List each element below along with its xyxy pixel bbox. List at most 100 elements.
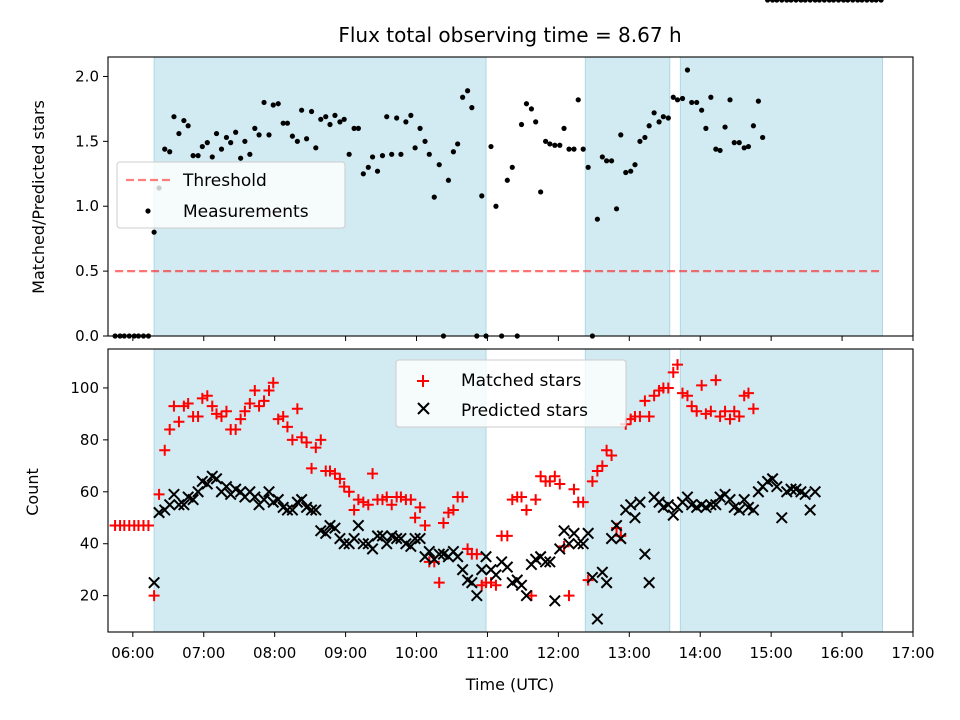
- measurement-point: [431, 194, 437, 200]
- measurement-point: [185, 123, 191, 129]
- top-shaded-span: [584, 56, 671, 337]
- measurement-point: [195, 153, 201, 159]
- matched-point: [281, 421, 293, 433]
- measurement-point: [594, 216, 600, 222]
- predicted-point: [187, 493, 200, 506]
- matched-point: [733, 411, 745, 423]
- legend-predicted-marker: [417, 402, 430, 415]
- bottom-y-ticks: 20 40 60 80 100: [70, 379, 108, 605]
- measurement-point: [213, 130, 220, 137]
- predicted-point: [610, 519, 623, 532]
- measurement-point: [294, 138, 300, 144]
- predicted-point: [348, 532, 361, 545]
- matched-point: [634, 411, 646, 423]
- matched-point: [164, 423, 176, 435]
- top-y-ticks: 0.0 0.5 1.0 1.5 2.0: [75, 67, 108, 345]
- measurement-point: [774, 0, 780, 3]
- measurement-point: [840, 0, 847, 3]
- measurement-point: [398, 151, 404, 157]
- matched-point: [244, 398, 256, 410]
- predicted-point: [163, 498, 176, 511]
- matched-point: [747, 403, 759, 415]
- matched-point: [367, 468, 379, 480]
- measurement-point: [750, 123, 757, 129]
- measurement-point: [670, 94, 676, 100]
- measurement-point: [835, 0, 842, 3]
- measurement-point: [337, 119, 343, 125]
- matched-point: [272, 413, 284, 425]
- bottom-y-tick-label: 20: [80, 587, 99, 605]
- measurement-point: [760, 134, 766, 141]
- predicted-point: [423, 545, 436, 558]
- matched-point: [291, 403, 303, 415]
- predicted-point: [543, 555, 556, 568]
- matched-point: [182, 398, 194, 410]
- matched-point: [742, 387, 754, 399]
- legend-matched-marker: [417, 375, 429, 387]
- measurement-point: [699, 107, 705, 113]
- predicted-point: [490, 568, 502, 581]
- predicted-point: [766, 472, 779, 485]
- matched-point: [211, 408, 223, 420]
- measurement-point: [162, 146, 168, 152]
- legend-measurements-marker: [145, 208, 151, 214]
- measurement-point: [228, 140, 234, 146]
- measurement-point: [845, 0, 851, 3]
- top-x-ticks: [132, 336, 914, 341]
- measurement-point: [679, 95, 686, 102]
- measurement-point: [703, 125, 709, 131]
- predicted-point: [634, 496, 646, 509]
- matched-point: [153, 488, 165, 500]
- measurement-point: [547, 141, 553, 147]
- measurement-point: [369, 154, 376, 160]
- measurement-point: [665, 115, 671, 121]
- matched-point: [648, 390, 660, 402]
- measurement-point: [332, 112, 338, 118]
- measurement-point: [479, 193, 485, 199]
- predicted-point: [804, 504, 817, 516]
- matched-point: [515, 491, 527, 503]
- legend-threshold-label: Threshold: [182, 171, 267, 191]
- predicted-point: [281, 504, 294, 516]
- predicted-point: [643, 576, 656, 589]
- matched-point: [159, 444, 171, 456]
- predicted-point: [338, 537, 351, 550]
- x-tick-label: 17:00: [891, 644, 934, 662]
- measurement-point: [859, 0, 865, 3]
- predicted-point: [451, 550, 464, 563]
- predicted-point: [596, 566, 609, 579]
- measurement-point: [171, 114, 177, 120]
- predicted-point: [605, 532, 618, 545]
- measurement-point: [830, 0, 837, 3]
- predicted-point: [586, 571, 599, 584]
- matched-point: [724, 413, 736, 425]
- measurement-point: [256, 132, 262, 138]
- measurement-point: [523, 101, 530, 107]
- predicted-point: [553, 543, 566, 555]
- predicted-point: [662, 498, 675, 511]
- matched-point: [220, 405, 232, 417]
- measurement-point: [460, 94, 466, 100]
- measurement-point: [779, 0, 785, 3]
- bottom-legend-box: [395, 359, 627, 428]
- measurement-point: [176, 130, 182, 137]
- measurement-point: [878, 0, 884, 3]
- matched-point: [357, 496, 369, 508]
- predicted-point: [809, 485, 822, 498]
- predicted-point: [724, 493, 736, 506]
- x-tick-label: 13:00: [608, 644, 651, 662]
- matched-point: [381, 491, 393, 503]
- measurement-point: [299, 107, 305, 113]
- measurements-series: [112, 0, 884, 339]
- matched-point: [192, 411, 204, 423]
- measurement-point: [247, 151, 253, 157]
- matched-point: [643, 411, 655, 423]
- predicted-point: [558, 524, 570, 537]
- predicted-point: [286, 504, 299, 516]
- matched-point: [591, 465, 603, 477]
- measurement-point: [864, 0, 870, 3]
- matched-point: [168, 400, 180, 412]
- predicted-point: [638, 548, 651, 561]
- matched-point: [324, 465, 336, 477]
- measurement-point: [341, 116, 347, 122]
